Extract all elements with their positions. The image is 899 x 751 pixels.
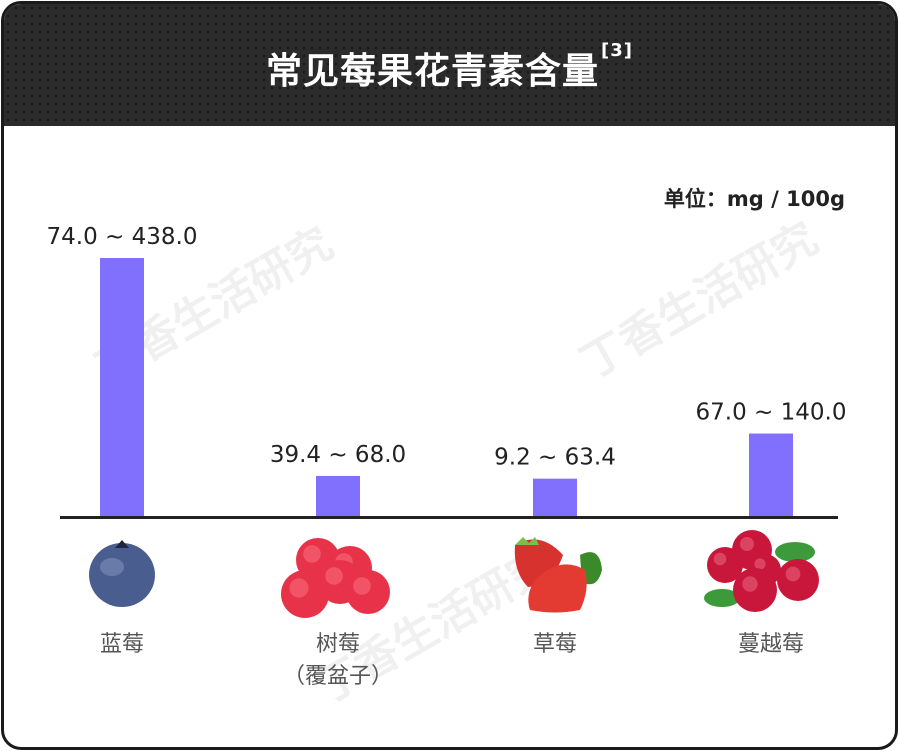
header: 常见莓果花青素含量[3] <box>4 4 895 126</box>
category-name: 蔓越莓 <box>737 632 804 657</box>
category-name: 树莓 <box>315 632 360 657</box>
bar-0 <box>100 258 144 516</box>
data-label: 9.2 ~ 63.4 <box>494 445 616 471</box>
data-label: 67.0 ~ 140.0 <box>696 400 847 426</box>
category-label: 树莓 （覆盆子） <box>238 629 438 693</box>
unit-label: 单位：mg / 100g <box>663 187 845 211</box>
category-name: 蓝莓 <box>99 632 144 657</box>
title-reference: [3] <box>601 40 633 61</box>
category-name: 草莓 <box>532 632 577 657</box>
bar-1 <box>316 475 360 516</box>
cranberry-icon <box>704 530 819 612</box>
data-label: 39.4 ~ 68.0 <box>270 442 406 468</box>
category-label: 蔓越莓 <box>671 629 871 661</box>
title-text: 常见莓果花青素含量 <box>266 51 600 92</box>
bar-2 <box>533 478 577 516</box>
bar-3 <box>749 433 793 516</box>
blueberry-icon <box>89 540 155 607</box>
category-label: 草莓 <box>455 629 655 661</box>
raspberry-icon <box>281 538 390 618</box>
category-label: 蓝莓 <box>22 629 222 661</box>
data-label: 74.0 ~ 438.0 <box>47 224 198 250</box>
category-sublabel: （覆盆子） <box>282 664 393 689</box>
strawberry-icon <box>514 537 602 613</box>
x-axis-line <box>60 516 838 519</box>
chart-title: 常见莓果花青素含量[3] <box>4 40 895 94</box>
